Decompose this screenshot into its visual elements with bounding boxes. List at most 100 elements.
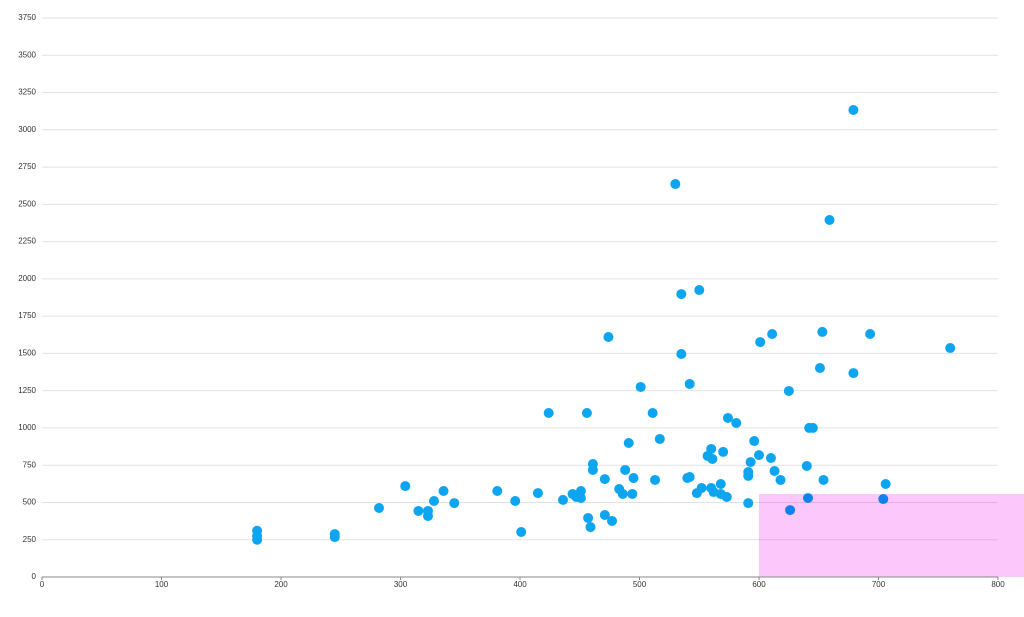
y-tick-label: 1500 [18,349,36,358]
point [743,470,754,481]
point [754,450,764,461]
points [252,104,956,545]
point [715,478,726,489]
point [438,485,449,496]
point [422,511,433,522]
point [329,532,340,543]
point [817,326,828,337]
point [731,418,742,429]
point [587,464,598,475]
point [676,348,687,359]
point [880,478,891,489]
point [575,485,586,496]
point [607,515,618,526]
point [745,457,756,468]
y-tick-label: 2500 [18,199,36,208]
point [865,329,876,340]
point [558,494,569,505]
y-tick-label: 3750 [18,13,36,22]
x-tick-label: 500 [633,580,647,589]
point [252,534,263,545]
point [583,512,594,523]
point [706,443,717,454]
point [654,433,665,444]
point [449,498,460,509]
y-tick-label: 2000 [18,274,36,283]
point [635,381,646,392]
point [627,488,638,499]
y-tick-label: 0 [32,572,37,581]
y-tick-label: 1000 [18,423,36,432]
point [400,481,411,492]
point [510,495,521,506]
point [684,471,695,482]
point [492,485,503,496]
point [696,483,707,494]
point [543,408,554,419]
point [428,495,439,506]
x-tick-label: 200 [274,580,288,589]
point [599,509,610,520]
highlight-region [759,494,1024,577]
point [765,453,776,464]
y-tick-label: 750 [23,460,37,469]
y-tick-label: 2750 [18,162,36,171]
point [647,408,658,419]
point [373,502,384,513]
point [413,505,424,516]
x-tick-label: 700 [872,580,886,589]
point [670,179,681,190]
point [801,460,812,471]
x-tick-label: 0 [40,580,45,589]
y-tick-label: 1250 [18,386,36,395]
y-tick-label: 500 [23,498,37,507]
y-tick-label: 1750 [18,311,36,320]
point [945,343,956,354]
point [581,408,592,419]
point [818,474,829,485]
point [722,412,733,423]
point [848,368,859,379]
x-tick-label: 400 [513,580,527,589]
point [516,526,527,537]
point [532,488,543,499]
point [767,329,778,340]
y-tick-label: 2250 [18,237,36,246]
x-tick-label: 300 [394,580,408,589]
point [620,464,631,475]
x-tick-label: 100 [155,580,169,589]
point [807,422,818,433]
point [599,474,610,485]
grid: 0250500750100012501500175020002250250027… [18,13,1005,589]
x-tick-label: 800 [991,580,1005,589]
point [775,474,786,485]
point [694,285,705,296]
y-tick-label: 3500 [18,50,36,59]
point [783,385,794,396]
y-tick-label: 3250 [18,88,36,97]
point [617,488,628,499]
x-tick-label: 600 [752,580,766,589]
point [650,474,661,485]
point [603,332,614,343]
point [676,289,687,300]
point [743,498,754,509]
point [628,473,639,484]
point [623,437,634,448]
point [718,446,729,457]
point [707,453,718,464]
point [824,214,835,225]
point [585,522,596,533]
point [575,492,586,503]
y-tick-label: 250 [23,535,37,544]
point [848,104,859,115]
y-tick-label: 3000 [18,125,36,134]
point [814,363,825,374]
point [769,466,780,477]
point [684,378,695,389]
point [755,337,766,348]
point [749,436,760,447]
point [721,491,732,502]
